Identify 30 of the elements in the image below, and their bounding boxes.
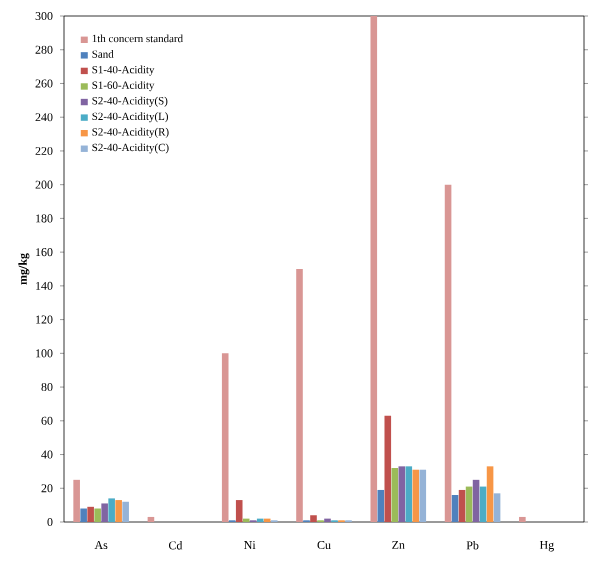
bar bbox=[310, 515, 317, 522]
bar bbox=[147, 516, 155, 522]
bar bbox=[472, 479, 480, 522]
bar bbox=[377, 489, 385, 522]
bar bbox=[444, 184, 452, 522]
bar bbox=[94, 508, 101, 522]
bar bbox=[108, 498, 115, 522]
bar bbox=[486, 466, 494, 522]
bar bbox=[296, 269, 303, 522]
bar bbox=[80, 508, 87, 522]
bar bbox=[519, 516, 526, 522]
bar bbox=[115, 500, 122, 522]
bar bbox=[458, 489, 466, 522]
bar bbox=[391, 468, 399, 522]
bar bbox=[398, 466, 406, 522]
bar bbox=[122, 501, 129, 522]
bar bbox=[405, 466, 413, 522]
bar bbox=[479, 486, 487, 522]
bar bbox=[419, 469, 427, 522]
bar bbox=[493, 493, 501, 522]
bar bbox=[370, 16, 378, 522]
bar bbox=[87, 506, 94, 522]
bar bbox=[465, 486, 473, 522]
bar bbox=[235, 500, 243, 522]
bar bbox=[451, 495, 459, 522]
bar bbox=[384, 415, 392, 522]
bar bbox=[73, 479, 80, 522]
bar bbox=[221, 353, 229, 522]
bar bbox=[101, 503, 108, 522]
bar bbox=[412, 469, 420, 522]
